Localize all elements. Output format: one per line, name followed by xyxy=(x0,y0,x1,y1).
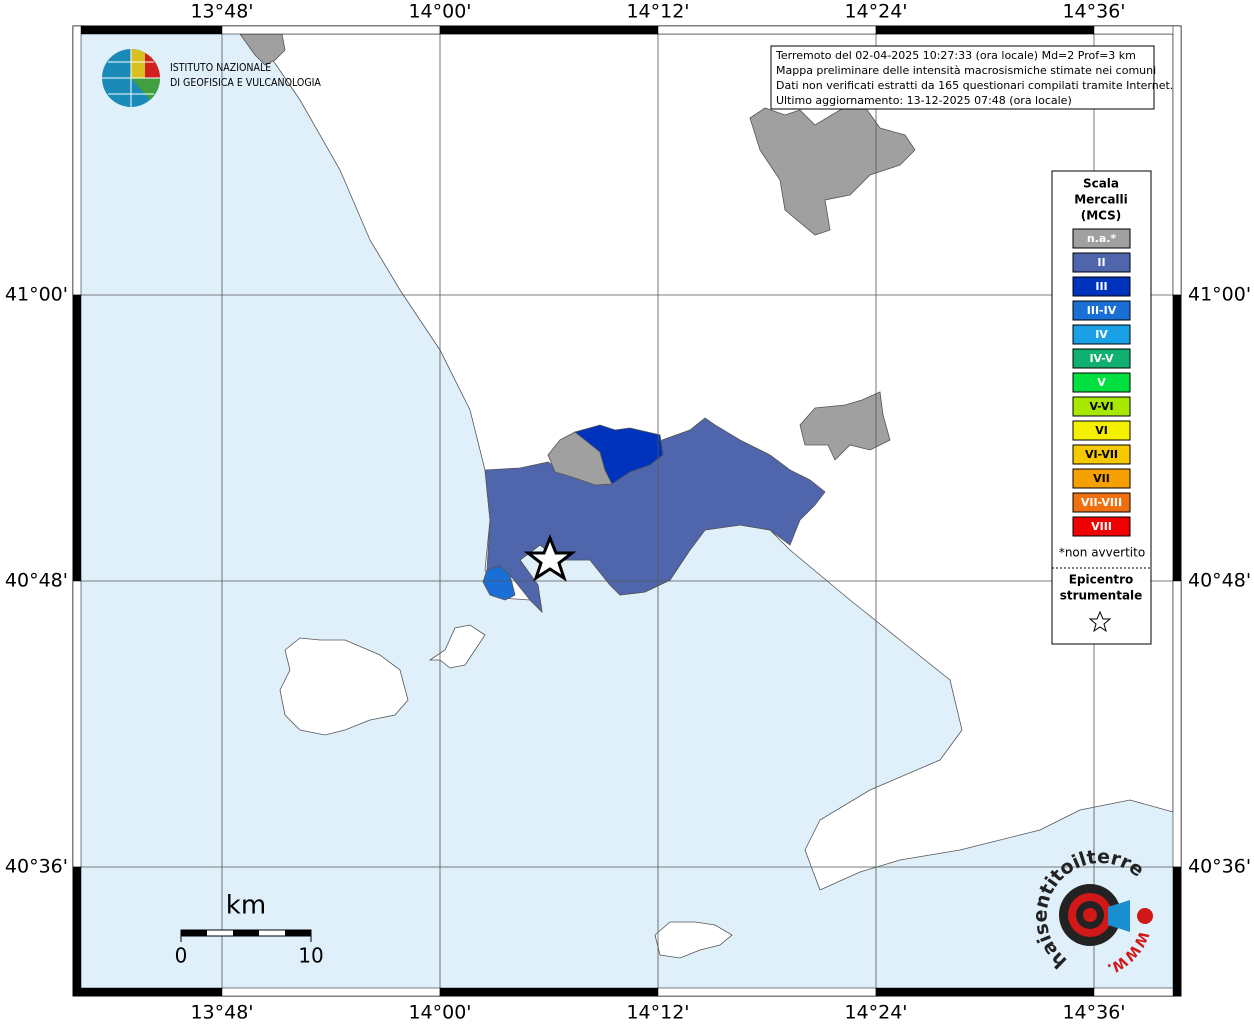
legend-title: Scala xyxy=(1083,177,1119,191)
epicenter-star xyxy=(523,533,577,582)
legend-label: III-IV xyxy=(1087,304,1117,317)
frame-bar xyxy=(72,294,82,582)
scale-bar: km 0 10 xyxy=(175,891,324,968)
area-na xyxy=(799,391,891,461)
frame-bar xyxy=(1093,987,1182,997)
info-line: Terremoto del 02-04-2025 10:27:33 (ora l… xyxy=(775,49,1136,62)
legend-swatch xyxy=(1072,420,1131,441)
legend-swatch xyxy=(1072,276,1131,297)
legend-swatch xyxy=(1072,252,1131,273)
legend-label: n.a.* xyxy=(1087,232,1117,245)
area-iii-iv xyxy=(482,565,516,601)
lat-label: 40°36' xyxy=(5,856,68,878)
frame-bar xyxy=(221,987,441,997)
legend-swatch xyxy=(1072,372,1131,393)
logo-text: ISTITUTO NAZIONALE xyxy=(170,62,271,74)
legend-swatch xyxy=(1072,492,1131,513)
frame-bar xyxy=(72,987,223,997)
legend-label: III xyxy=(1095,280,1107,293)
frame-bar xyxy=(1172,25,1182,296)
lon-label: 14°36' xyxy=(1062,1,1125,23)
lon-label: 13°48' xyxy=(190,1,253,23)
frame-bar xyxy=(72,25,223,35)
legend-label: VIII xyxy=(1091,520,1112,533)
legend-swatch xyxy=(1072,516,1131,537)
legend-swatch xyxy=(1072,228,1131,249)
legend-epicenter: strumentale xyxy=(1060,589,1143,603)
frame-bar xyxy=(72,25,82,296)
frame-bar xyxy=(439,987,659,997)
legend-note: *non avvertito xyxy=(1059,546,1145,560)
legend-label: VII xyxy=(1093,472,1110,485)
ingv-logo: ISTITUTO NAZIONALE DI GEOFISICA E VULCAN… xyxy=(102,49,321,107)
legend-swatch xyxy=(1072,396,1131,417)
legend-title: (MCS) xyxy=(1081,209,1122,223)
map-frame xyxy=(72,25,1182,997)
frame-bar xyxy=(221,25,441,35)
legend-swatch xyxy=(1072,324,1131,345)
legend-swatch xyxy=(1072,300,1131,321)
legend-swatch xyxy=(1072,444,1131,465)
legend-label: VI xyxy=(1095,424,1108,437)
lon-label: 14°00' xyxy=(408,1,471,23)
info-box xyxy=(770,45,1155,110)
info-line: Dati non verificati estratti da 165 ques… xyxy=(776,79,1173,92)
legend-swatch xyxy=(1072,348,1131,369)
area-iii xyxy=(574,424,664,485)
legend-label: VII-VIII xyxy=(1081,496,1122,509)
ischia xyxy=(279,637,409,736)
frame-bar xyxy=(72,580,82,868)
lat-label: 41°00' xyxy=(5,284,68,306)
lon-label: 13°48' xyxy=(190,1002,253,1024)
scale-unit: km xyxy=(226,891,266,921)
legend-title: Mercalli xyxy=(1074,193,1128,207)
legend-epicenter: Epicentro xyxy=(1069,573,1134,587)
legend-star xyxy=(1088,610,1112,633)
info-line: Mappa preliminare delle intensità macros… xyxy=(776,64,1156,77)
scale-label: 10 xyxy=(298,944,323,968)
lon-label: 14°24' xyxy=(844,1002,907,1024)
legend-label: IV xyxy=(1095,328,1108,341)
legend-label: V-VI xyxy=(1089,400,1113,413)
logo-text: DI GEOFISICA E VULCANOLOGIA xyxy=(170,77,321,89)
lat-label: 40°48' xyxy=(1188,570,1251,592)
lon-label: 14°12' xyxy=(626,1,689,23)
capri xyxy=(654,921,733,959)
legend-swatch xyxy=(1072,468,1131,489)
frame-bar xyxy=(657,987,877,997)
procida xyxy=(428,624,486,669)
lon-label: 14°24' xyxy=(844,1,907,23)
legend-label: IV-V xyxy=(1089,352,1114,365)
frame-bar xyxy=(657,25,877,35)
area-na xyxy=(749,99,916,236)
lon-label: 14°36' xyxy=(1062,1002,1125,1024)
lat-label: 40°36' xyxy=(1188,856,1251,878)
lon-label: 14°12' xyxy=(626,1002,689,1024)
frame-bar xyxy=(439,25,659,35)
lat-label: 41°00' xyxy=(1188,284,1251,306)
frame-bar xyxy=(1172,294,1182,582)
frame-bar xyxy=(875,987,1095,997)
legend-label: VI-VII xyxy=(1085,448,1118,461)
scale-label: 0 xyxy=(175,944,188,968)
lat-label: 40°48' xyxy=(5,570,68,592)
frame-bar xyxy=(1093,25,1182,35)
legend-label: II xyxy=(1097,256,1105,269)
frame-bar xyxy=(72,866,82,997)
frame-bar xyxy=(1172,580,1182,868)
info-line: Ultimo aggiornamento: 13-12-2025 07:48 (… xyxy=(776,94,1072,107)
frame-bar xyxy=(1172,866,1182,997)
legend-label: V xyxy=(1097,376,1106,389)
legend: Scala Mercalli (MCS) *non avvertito Epic… xyxy=(1051,170,1152,645)
lon-label: 14°00' xyxy=(408,1002,471,1024)
frame-bar xyxy=(875,25,1095,35)
